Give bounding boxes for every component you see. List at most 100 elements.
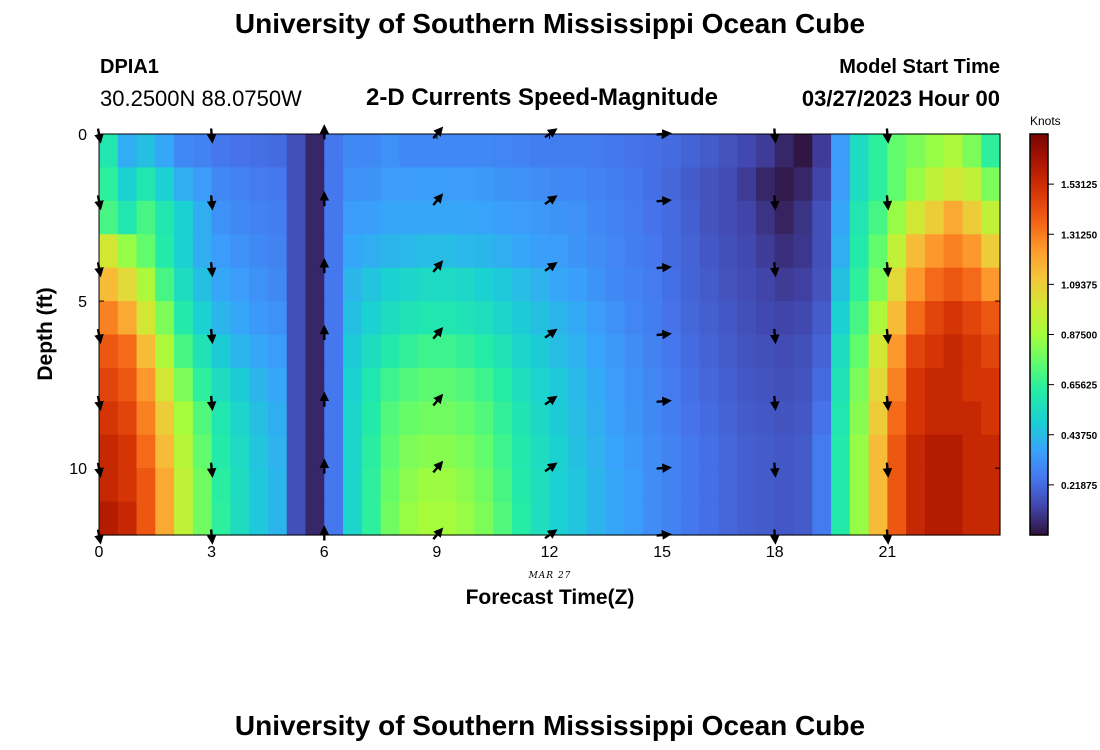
heatmap-cell bbox=[436, 301, 457, 336]
heatmap-cell bbox=[99, 434, 119, 469]
heatmap-cell bbox=[962, 401, 982, 436]
heatmap-cell bbox=[418, 434, 438, 469]
heatmap-cell bbox=[155, 434, 175, 469]
heatmap-cell bbox=[568, 401, 588, 436]
heatmap-cell bbox=[755, 167, 776, 202]
heatmap-cell bbox=[887, 134, 907, 169]
colorbar-tick-label: 1.09375 bbox=[1061, 280, 1098, 291]
heatmap-cell bbox=[680, 167, 701, 202]
heatmap-cell bbox=[343, 334, 363, 369]
heatmap-cell bbox=[831, 234, 851, 269]
heatmap-cell bbox=[605, 234, 626, 269]
heatmap-cell bbox=[887, 367, 907, 402]
heatmap-cell bbox=[887, 501, 907, 536]
heatmap-cell bbox=[549, 367, 569, 402]
heatmap-cell bbox=[793, 434, 813, 469]
heatmap-cell bbox=[286, 434, 307, 469]
heatmap-cell bbox=[549, 501, 569, 536]
heatmap-cell bbox=[718, 434, 738, 469]
x-axis: 0 3 6 9 12 15 18 21 bbox=[95, 134, 896, 561]
heatmap-cell bbox=[436, 334, 457, 369]
x-tick-label: 0 bbox=[95, 544, 104, 561]
heatmap-cell bbox=[361, 334, 382, 369]
colorbar-title: Knots bbox=[1030, 114, 1061, 128]
heatmap-cell bbox=[549, 134, 569, 169]
heatmap-cell bbox=[493, 401, 513, 436]
heatmap-cell bbox=[99, 167, 119, 202]
heatmap-cell bbox=[99, 334, 119, 369]
heatmap-cell bbox=[662, 334, 682, 369]
heatmap-cell bbox=[737, 200, 757, 235]
heatmap-cell bbox=[192, 367, 213, 402]
heatmap-cells bbox=[99, 134, 1001, 536]
heatmap-cell bbox=[774, 234, 795, 269]
heatmap-cell bbox=[267, 301, 288, 336]
heatmap-cell bbox=[211, 401, 231, 436]
heatmap-cell bbox=[418, 401, 438, 436]
heatmap-cell bbox=[155, 167, 175, 202]
heatmap-cell bbox=[117, 301, 138, 336]
heatmap-cell bbox=[812, 468, 832, 503]
heatmap-cell bbox=[249, 334, 269, 369]
heatmap-cell bbox=[868, 367, 888, 402]
heatmap-cell bbox=[568, 434, 588, 469]
heatmap-cell bbox=[906, 434, 926, 469]
heatmap-cell bbox=[399, 167, 419, 202]
heatmap-cell bbox=[812, 501, 832, 536]
heatmap-cell bbox=[267, 234, 288, 269]
x-tick-label: 6 bbox=[320, 544, 329, 561]
heatmap-cell bbox=[305, 401, 325, 436]
heatmap-cell bbox=[718, 468, 738, 503]
heatmap-cell bbox=[192, 468, 213, 503]
heatmap-cell bbox=[643, 200, 663, 235]
heatmap-cell bbox=[249, 167, 269, 202]
heatmap-cell bbox=[549, 434, 569, 469]
station-id: DPIA1 bbox=[100, 56, 159, 78]
heatmap-cell bbox=[361, 468, 382, 503]
heatmap-cell bbox=[399, 301, 419, 336]
heatmap-cell bbox=[399, 200, 419, 235]
heatmap-cell bbox=[718, 167, 738, 202]
heatmap-cell bbox=[455, 301, 476, 336]
heatmap-cell bbox=[699, 200, 720, 235]
heatmap-cell bbox=[117, 468, 138, 503]
heatmap-cell bbox=[286, 367, 307, 402]
heatmap-cell bbox=[436, 167, 457, 202]
heatmap-cell bbox=[361, 501, 382, 536]
model-start-label: Model Start Time bbox=[839, 56, 1000, 78]
heatmap-cell bbox=[511, 367, 532, 402]
heatmap-cell bbox=[530, 301, 551, 336]
heatmap-cell bbox=[868, 134, 888, 169]
heatmap-cell bbox=[230, 501, 250, 536]
heatmap-cell bbox=[718, 267, 738, 302]
heatmap-cell bbox=[418, 334, 438, 369]
current-vector-arrow bbox=[432, 460, 444, 474]
heatmap-cell bbox=[455, 501, 476, 536]
heatmap-cell bbox=[380, 501, 400, 536]
heatmap-cell bbox=[249, 501, 269, 536]
heatmap-cell bbox=[211, 301, 231, 336]
current-vector-arrow bbox=[206, 195, 217, 211]
heatmap-cell bbox=[774, 334, 795, 369]
heatmap-cell bbox=[793, 367, 813, 402]
heatmap-cell bbox=[230, 234, 250, 269]
heatmap-cell bbox=[474, 167, 494, 202]
heatmap-cell bbox=[605, 200, 626, 235]
heatmap-cell bbox=[549, 468, 569, 503]
heatmap-cell bbox=[680, 334, 701, 369]
heatmap-cell bbox=[493, 234, 513, 269]
current-vector-arrow bbox=[769, 328, 780, 345]
heatmap-cell bbox=[755, 200, 776, 235]
heatmap-cell bbox=[211, 334, 231, 369]
heatmap-cell bbox=[943, 267, 964, 302]
heatmap-cell bbox=[305, 200, 325, 235]
x-tick-label: 21 bbox=[878, 544, 896, 561]
chart-title: 2-D Currents Speed-Magnitude bbox=[366, 84, 719, 111]
heatmap-cell bbox=[493, 301, 513, 336]
heatmap-cell bbox=[343, 401, 363, 436]
heatmap-cell bbox=[399, 501, 419, 536]
heatmap-cell bbox=[868, 501, 888, 536]
heatmap-cell bbox=[680, 200, 701, 235]
heatmap-cell bbox=[924, 267, 945, 302]
heatmap-cell bbox=[286, 501, 307, 536]
